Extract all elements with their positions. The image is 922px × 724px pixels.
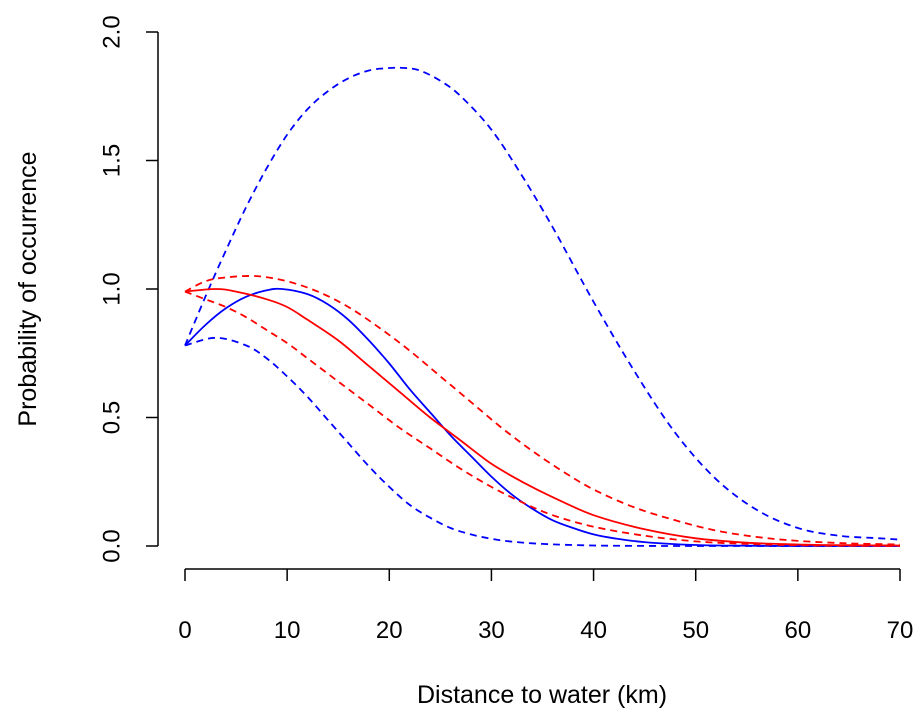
plot-lines [184,66,901,547]
series-line-blue-solid-0 [184,287,900,547]
y-axis: 0.0 0.5 1.0 1.5 2.0 [98,15,158,563]
x-tick-label: 70 [887,617,914,644]
x-tick-label: 30 [478,617,505,644]
x-axis-title: Distance to water (km) [417,681,667,709]
series-line-red-dashed-4 [184,290,901,547]
y-axis-title: Probability of occurrence [14,151,42,426]
x-tick-label: 60 [785,617,812,644]
y-tick-label: 2.0 [98,15,125,48]
y-tick-label: 0.5 [98,401,125,434]
y-tick-label: 0.0 [98,529,125,562]
series-line-red-dashed-5 [184,275,901,546]
y-tick-label: 1.5 [98,144,125,177]
x-tick-label: 50 [682,617,709,644]
x-tick-label: 20 [376,617,403,644]
y-tick-label: 1.0 [98,272,125,305]
series-line-blue-dashed-1 [184,336,900,547]
x-axis: 0 10 20 30 40 50 60 70 [178,569,913,644]
x-tick-label: 10 [274,617,301,644]
x-tick-label: 40 [580,617,607,644]
series-line-blue-dashed-2 [184,66,901,541]
x-tick-label: 0 [178,617,191,644]
series-line-red-solid-3 [184,288,901,547]
